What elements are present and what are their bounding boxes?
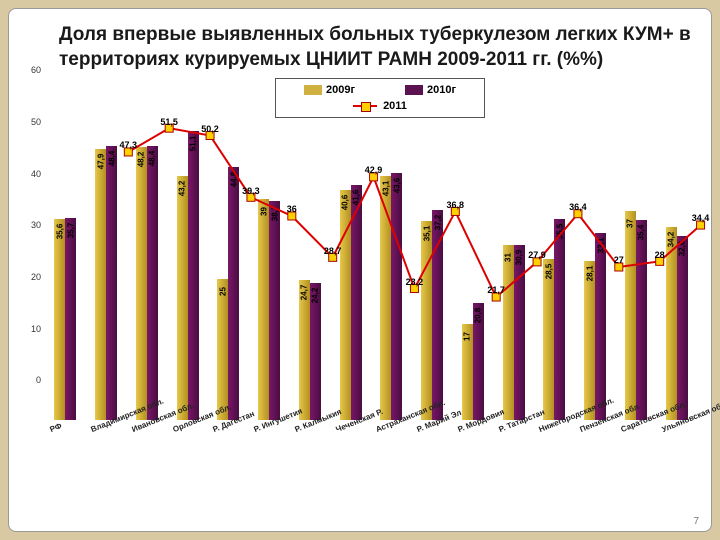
- ytick: 40: [23, 169, 41, 179]
- bar-y09: 24,7: [299, 280, 310, 420]
- bar-group: 3130,9: [496, 80, 532, 420]
- legend: 2009г 2010г 2011: [275, 78, 485, 118]
- line-value-label: 21,7: [487, 285, 505, 295]
- ytick: 10: [23, 324, 41, 334]
- line-value-label: 51,5: [160, 117, 178, 127]
- bar-group: 3938,7: [251, 80, 287, 420]
- bar-y10: 37,2: [432, 210, 443, 421]
- bar-y10: 35,7: [65, 218, 76, 420]
- bar-y10: 48,4: [147, 146, 158, 420]
- ytick: 20: [23, 272, 41, 282]
- line-value-label: 27: [614, 255, 624, 265]
- bar-y09: 40,6: [340, 190, 351, 420]
- bar-y09: 43,2: [177, 176, 188, 421]
- bar-y09: 25: [217, 279, 228, 421]
- bar-group: 24,724,2: [292, 80, 328, 420]
- line-value-label: 50,2: [201, 124, 219, 134]
- line-value-label: 36,4: [569, 202, 587, 212]
- ytick: 50: [23, 117, 41, 127]
- bar-y09: 47,9: [95, 149, 106, 420]
- bar-y10: 30,9: [514, 245, 525, 420]
- legend-swatch-2009: [304, 85, 322, 95]
- bar-y10: 20,8: [473, 303, 484, 421]
- bar-y10: 43,6: [391, 173, 402, 420]
- ytick: 60: [23, 65, 41, 75]
- chart-title: Доля впервые выявленных больных туберкул…: [19, 19, 701, 80]
- bar-group: 43,143,6: [373, 80, 409, 420]
- bar-y09: 31: [503, 245, 514, 421]
- legend-label: 2011: [383, 100, 407, 112]
- line-value-label: 36: [287, 204, 297, 214]
- bar-y10: 48,4: [106, 146, 117, 420]
- bar-group: 47,948,4: [88, 80, 124, 420]
- legend-swatch-2011: [353, 101, 377, 111]
- legend-label: 2010г: [427, 84, 456, 96]
- bar-group: 35,635,7: [47, 80, 83, 420]
- line-value-label: 47,3: [120, 140, 138, 150]
- bar-y09: 48,2: [136, 147, 147, 420]
- bar-y10: 51,1: [188, 131, 199, 421]
- bar-group: 28,133,1: [577, 80, 613, 420]
- bar-y10: 41,6: [351, 185, 362, 421]
- line-value-label: 27,9: [528, 250, 546, 260]
- ytick: 30: [23, 220, 41, 230]
- bar-group: 43,251,1: [170, 80, 206, 420]
- bar-y09: 28,1: [584, 261, 595, 420]
- bar-y10: 32,6: [677, 236, 688, 421]
- slide-frame: Доля впервые выявленных больных туберкул…: [8, 8, 712, 532]
- bar-y09: 39: [258, 199, 269, 420]
- bar-y09: 35,1: [421, 221, 432, 420]
- bar-y09: 37: [625, 211, 636, 421]
- bar-y10: 33,1: [595, 233, 606, 421]
- bar-group: 48,248,4: [129, 80, 165, 420]
- bar-y10: 44,8: [228, 167, 239, 421]
- bar-group: 3735,4: [618, 80, 654, 420]
- bar-y09: 28,5: [543, 259, 554, 421]
- x-labels: РФВладимирская обл.Ивановская обл.Орловс…: [45, 422, 697, 456]
- bar-y09: 43,1: [380, 176, 391, 420]
- line-value-label: 28,7: [324, 246, 342, 256]
- line-value-label: 28: [655, 250, 665, 260]
- line-value-label: 34,4: [692, 213, 710, 223]
- y-axis: 0102030405060: [23, 80, 43, 420]
- bar-y10: 38,7: [269, 201, 280, 420]
- chart-plot: 0102030405060 2009г 2010г 2011 35,635,74…: [23, 80, 697, 450]
- bar-y10: 35,5: [554, 219, 565, 420]
- line-value-label: 42,9: [365, 165, 383, 175]
- bar-y10: 35,4: [636, 220, 647, 421]
- bar-groups: 35,635,747,948,448,248,443,251,12544,839…: [45, 80, 697, 420]
- bar-y09: 35,6: [54, 219, 65, 421]
- bar-y09: 34,2: [666, 227, 677, 421]
- bar-y10: 24,2: [310, 283, 321, 420]
- bar-group: 35,137,2: [414, 80, 450, 420]
- ytick: 0: [23, 375, 41, 385]
- plot-area: 2009г 2010г 2011 35,635,747,948,448,248,…: [45, 80, 697, 450]
- legend-label: 2009г: [326, 84, 355, 96]
- bar-group: 1720,8: [455, 80, 491, 420]
- bar-y09: 17: [462, 324, 473, 420]
- page-number: 7: [693, 516, 699, 527]
- line-value-label: 36,8: [447, 200, 465, 210]
- line-value-label: 23,2: [406, 277, 424, 287]
- line-value-label: 39,3: [242, 186, 260, 196]
- legend-swatch-2010: [405, 85, 423, 95]
